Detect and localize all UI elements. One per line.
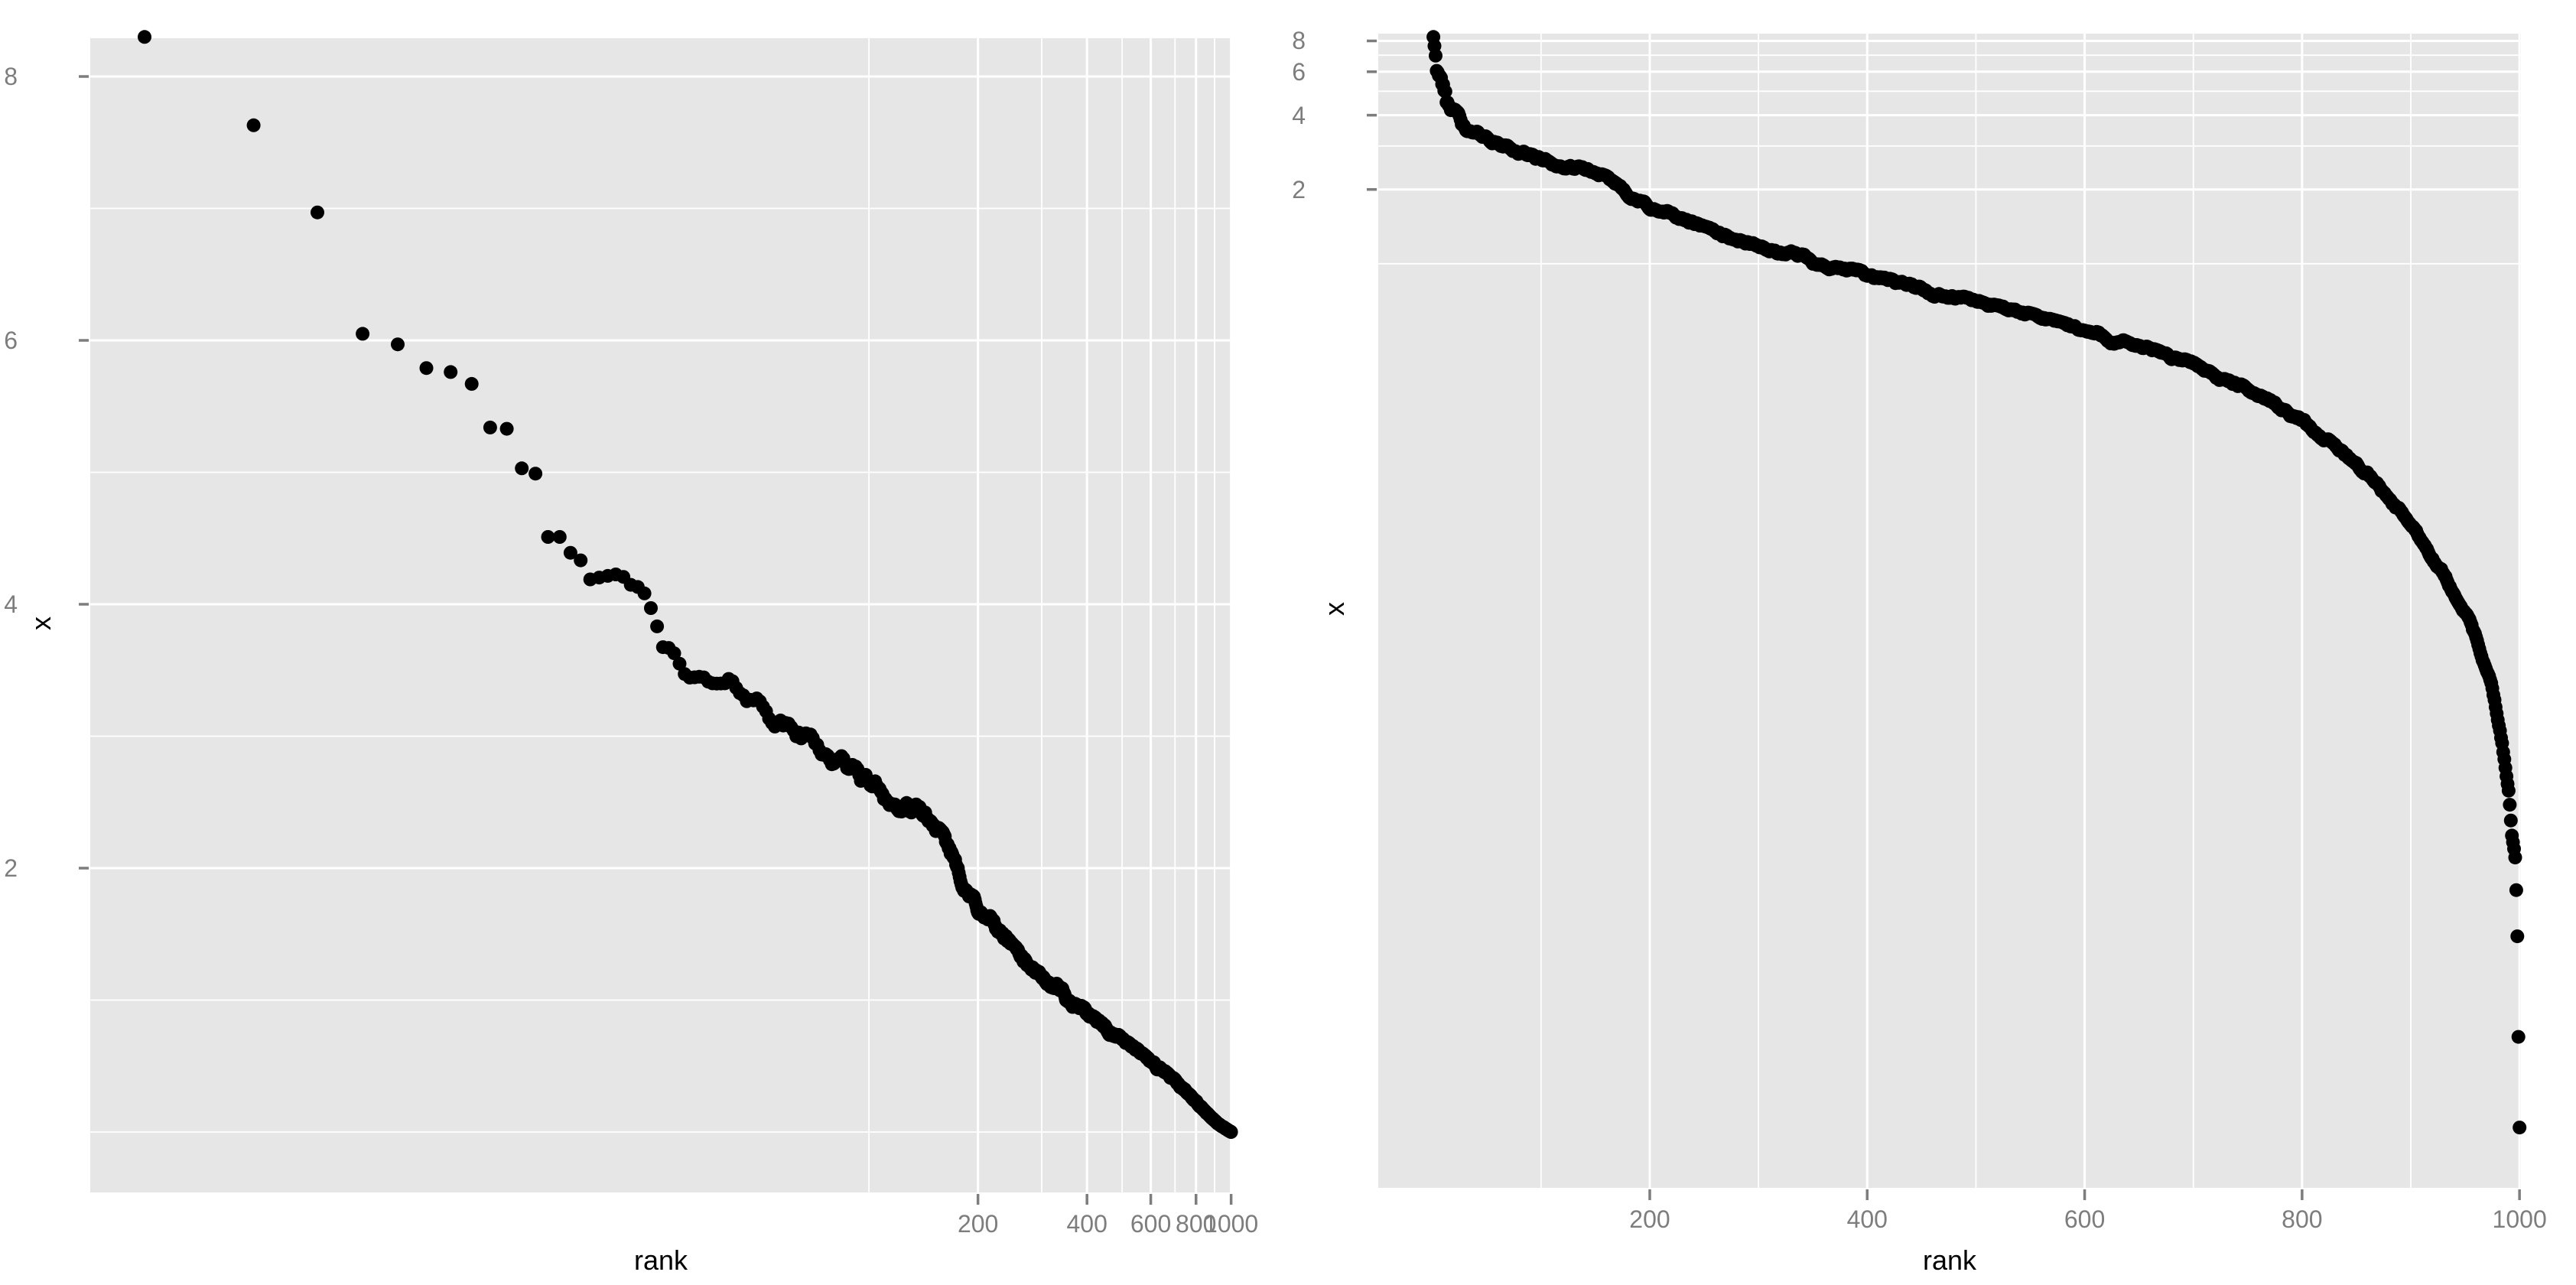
y-tick-label: 2	[1292, 175, 1306, 203]
gridlines-left	[90, 38, 1231, 1192]
gridlines-right	[1378, 34, 2521, 1188]
y-tick-label: 8	[4, 63, 18, 90]
x-tick-label: 400	[1066, 1210, 1107, 1238]
data-points-left	[138, 30, 1238, 1139]
x-tick-label: 800	[2282, 1205, 2323, 1233]
left-y-axis-title: x	[25, 616, 57, 630]
x-tick-label: 200	[957, 1210, 999, 1238]
x-tick-label: 800	[1176, 1210, 1217, 1238]
y-tick-label: 8	[1292, 27, 1306, 55]
tick-marks-right	[1367, 39, 2521, 1200]
y-tick-label: 6	[4, 327, 18, 354]
x-tick-label: 1000	[2492, 1205, 2547, 1233]
right-plot-panel	[1378, 34, 2521, 1188]
y-tick-label: 2	[4, 854, 18, 882]
tick-marks-left	[79, 75, 1233, 1205]
left-x-axis-title: rank	[633, 1244, 688, 1276]
y-tick-label: 6	[1292, 57, 1306, 86]
x-tick-label: 600	[1130, 1210, 1172, 1238]
x-tick-label: 400	[1846, 1205, 1888, 1233]
right-y-axis-title: x	[1319, 602, 1350, 616]
x-tick-label: 200	[1629, 1205, 1670, 1233]
x-tick-label: 1000	[1204, 1210, 1259, 1238]
right-x-axis-title: rank	[1922, 1244, 1977, 1276]
y-tick-label: 4	[4, 590, 18, 618]
y-tick-label: 4	[1292, 101, 1306, 129]
x-tick-label: 600	[2064, 1205, 2106, 1233]
data-points-right	[1426, 30, 2527, 1135]
